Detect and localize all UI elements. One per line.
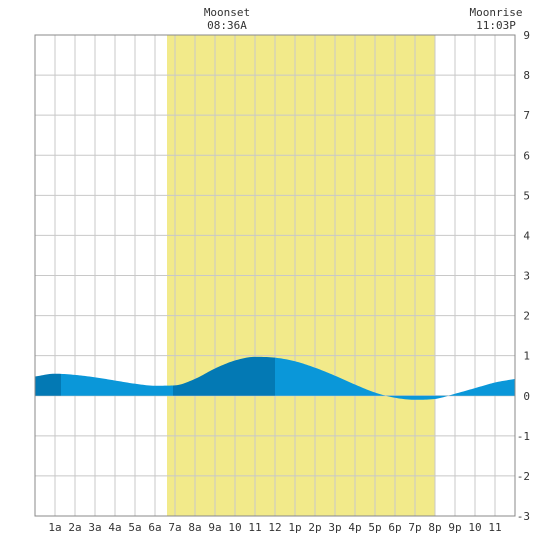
- tide-layer: [35, 356, 515, 400]
- tide-area: [35, 373, 61, 396]
- x-tick-label: 12: [268, 521, 281, 534]
- x-tick-label: 11: [248, 521, 261, 534]
- y-tick-label: 7: [523, 109, 530, 122]
- x-tick-label: 9a: [208, 521, 221, 534]
- y-tick-label: 0: [523, 390, 530, 403]
- x-tick-label: 7a: [168, 521, 181, 534]
- x-tick-label: 9p: [448, 521, 461, 534]
- x-tick-label: 2p: [308, 521, 321, 534]
- y-tick-label: -2: [517, 470, 530, 483]
- x-tick-label: 3a: [88, 521, 101, 534]
- moon-event-label: Moonrise: [470, 6, 523, 19]
- x-tick-label: 4a: [108, 521, 121, 534]
- x-tick-label: 4p: [348, 521, 361, 534]
- x-tick-label: 5a: [128, 521, 141, 534]
- x-tick-label: 1a: [48, 521, 61, 534]
- tide-area: [61, 373, 173, 396]
- x-tick-labels: 1a 2a 3a 4a 5a 6a 7a 8a 9a 10 11 12 1p 2p 3p 4p 5p 6p 7p 8p…: [48, 521, 501, 534]
- x-tick-label: 5p: [368, 521, 381, 534]
- y-tick-label: -1: [517, 430, 530, 443]
- grid-layer: [35, 35, 515, 516]
- plot-frame: [34, 34, 516, 517]
- x-tick-label: 8p: [428, 521, 441, 534]
- y-tick-label: 5: [523, 189, 530, 202]
- y-tick-label: 2: [523, 310, 530, 323]
- tide-area: [173, 356, 275, 396]
- y-tick-labels: -3 -2 -1 0 1 2 3 4 5 6 7 8 9: [517, 29, 531, 523]
- y-tick-label: 3: [523, 270, 530, 283]
- x-tick-label: 10: [228, 521, 241, 534]
- x-tick-label: 2a: [68, 521, 81, 534]
- tide-area: [275, 357, 515, 400]
- x-tick-label: 10: [468, 521, 481, 534]
- y-tick-label: 8: [523, 69, 530, 82]
- moon-event-time: 08:36A: [207, 19, 247, 32]
- y-tick-label: 9: [523, 29, 530, 42]
- x-tick-label: 3p: [328, 521, 341, 534]
- y-tick-label: 4: [523, 229, 530, 242]
- y-tick-label: -3: [517, 510, 530, 523]
- moon-event-time: 11:03P: [476, 19, 516, 32]
- x-tick-label: 1p: [288, 521, 301, 534]
- x-tick-label: 6p: [388, 521, 401, 534]
- x-tick-label: 11: [488, 521, 501, 534]
- y-tick-label: 1: [523, 350, 530, 363]
- x-tick-label: 8a: [188, 521, 201, 534]
- moon-event-label: Moonset: [204, 6, 250, 19]
- x-tick-label: 6a: [148, 521, 161, 534]
- y-tick-label: 6: [523, 149, 530, 162]
- x-tick-label: 7p: [408, 521, 421, 534]
